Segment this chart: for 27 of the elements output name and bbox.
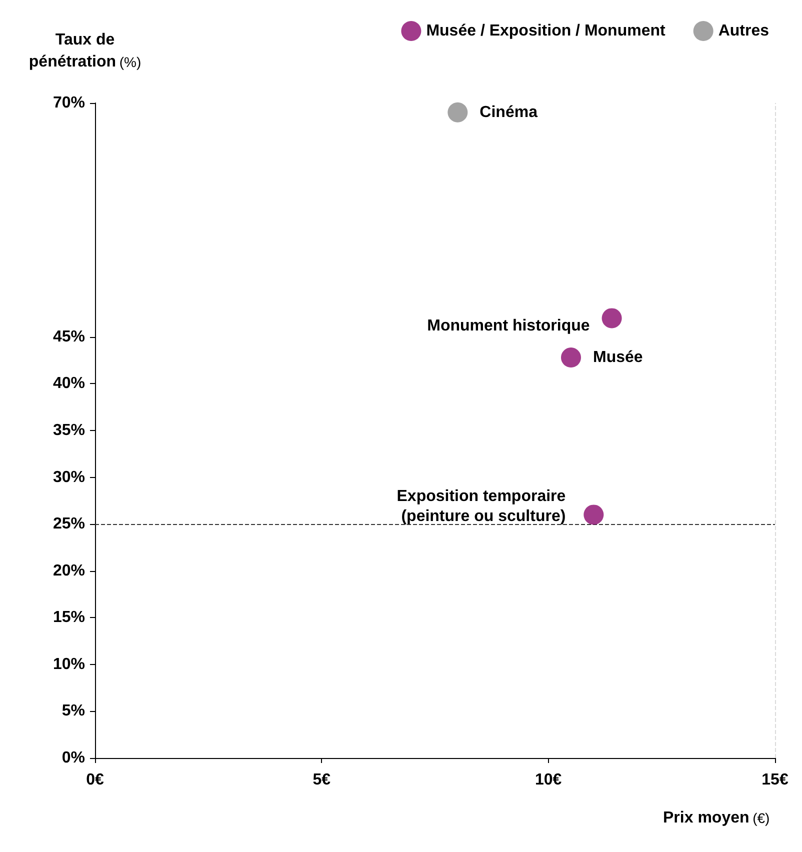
y-tick-label: 30%	[52, 468, 85, 486]
y-tick-label: 5%	[62, 702, 85, 720]
y-tick-label: 70%	[52, 94, 85, 112]
x-tick-label: 5€	[312, 772, 331, 788]
y-tick-label: 10%	[52, 656, 85, 673]
x-tick-label: 15€	[762, 772, 788, 788]
point	[584, 504, 604, 525]
x-tick-label: 10€	[534, 772, 562, 788]
y-tick-label: 45%	[52, 328, 85, 346]
y-tick-label: 35%	[52, 422, 85, 439]
point	[561, 348, 581, 368]
y-tick-label: 25%	[52, 516, 85, 533]
x-tick-label: 0€	[86, 772, 104, 788]
annotation: Cinéma	[480, 104, 538, 121]
legend-label: Autres	[718, 22, 770, 40]
annotation: Musée	[593, 349, 643, 366]
point	[602, 308, 622, 328]
y-tick-label: 40%	[52, 375, 85, 392]
legend-label: Musée / Exposition / Monument	[426, 22, 666, 40]
annotation: Exposition temporaire (peinture ou sculture)	[396, 488, 566, 526]
point	[448, 102, 468, 122]
annotation: Monument historique	[427, 318, 590, 335]
y-tick-label: 0%	[62, 750, 85, 766]
y-tick-label: 20%	[52, 562, 85, 580]
y-tick-label: 15%	[52, 609, 85, 626]
y-axis-title: Taux de pénétration (%)	[28, 32, 142, 70]
x-axis-title: Prix moyen (€)	[663, 810, 770, 826]
